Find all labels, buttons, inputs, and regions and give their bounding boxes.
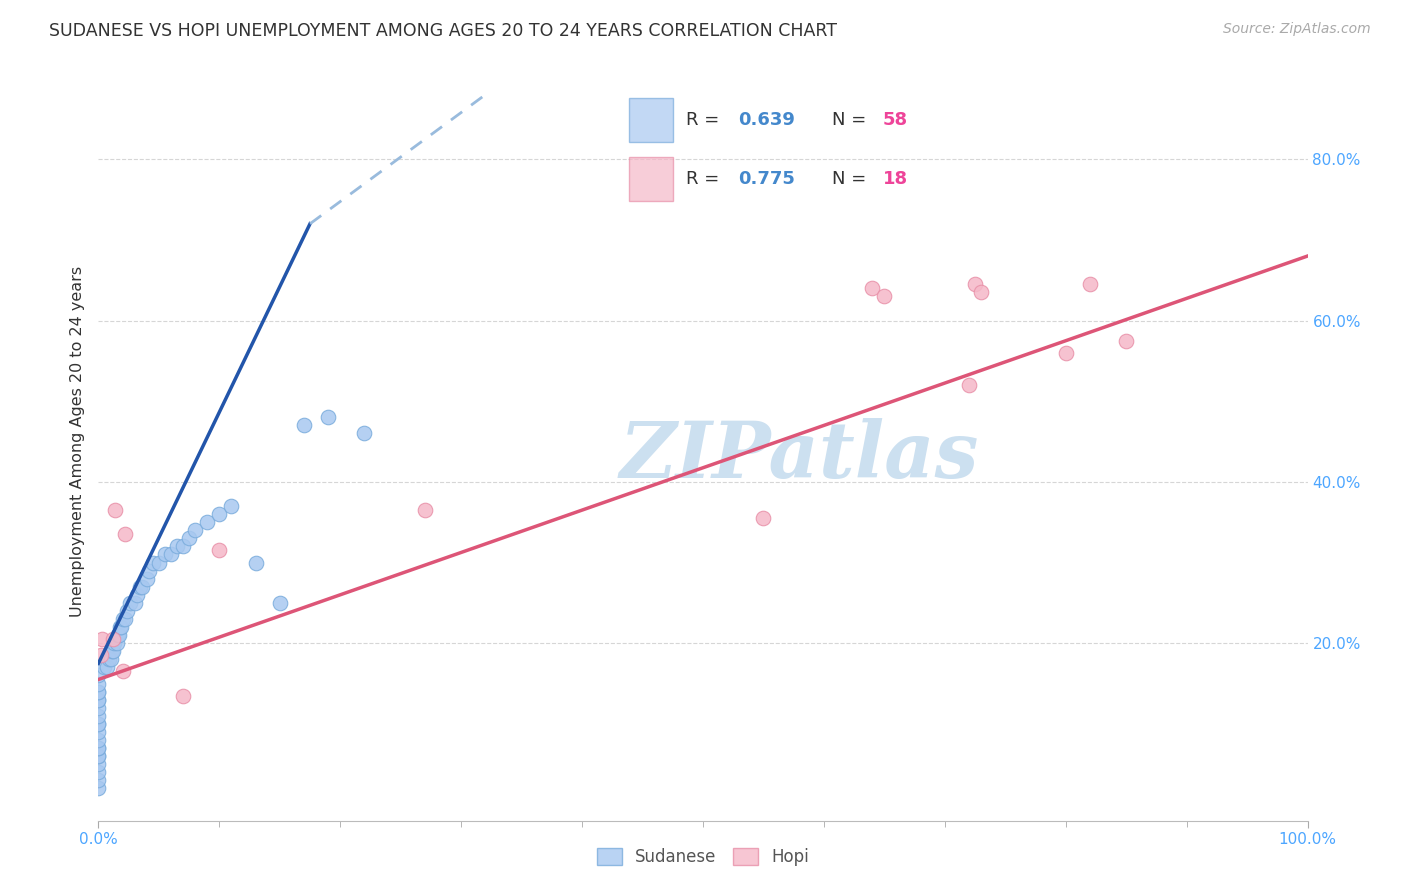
Point — [87, 733, 110, 747]
Point — [108, 620, 131, 634]
Point — [148, 556, 170, 570]
Point — [957, 378, 980, 392]
Point — [110, 620, 132, 634]
Point — [1078, 277, 1101, 292]
Point — [114, 612, 136, 626]
Point — [131, 580, 153, 594]
Point — [100, 644, 122, 658]
Point — [87, 749, 110, 764]
Point — [172, 540, 194, 554]
Y-axis label: Unemployment Among Ages 20 to 24 years: Unemployment Among Ages 20 to 24 years — [69, 266, 84, 617]
Point — [965, 277, 987, 292]
Point — [90, 648, 112, 663]
Point — [860, 281, 883, 295]
Point — [87, 781, 110, 796]
Point — [87, 700, 110, 714]
Point — [127, 588, 149, 602]
Point — [87, 765, 110, 780]
Point — [93, 660, 115, 674]
Point — [118, 596, 141, 610]
Point — [172, 689, 194, 703]
Point — [101, 632, 124, 647]
Point — [413, 503, 436, 517]
Point — [87, 773, 110, 788]
Point — [87, 757, 110, 772]
Point — [87, 684, 110, 698]
Point — [87, 716, 110, 731]
Point — [970, 285, 993, 300]
Point — [195, 515, 218, 529]
Point — [221, 499, 243, 513]
Point — [87, 708, 110, 723]
Text: ZIPatlas: ZIPatlas — [620, 418, 980, 495]
Point — [105, 636, 128, 650]
Point — [184, 523, 207, 537]
Point — [142, 556, 165, 570]
Point — [87, 692, 110, 706]
Point — [103, 636, 125, 650]
Point — [111, 665, 134, 679]
Point — [160, 548, 183, 562]
Point — [108, 628, 131, 642]
Point — [87, 741, 110, 756]
Point — [91, 632, 114, 647]
Point — [96, 660, 118, 674]
Point — [87, 749, 110, 764]
Point — [124, 596, 146, 610]
Text: Source: ZipAtlas.com: Source: ZipAtlas.com — [1223, 22, 1371, 37]
Point — [87, 684, 110, 698]
Point — [114, 527, 136, 541]
Point — [111, 612, 134, 626]
Point — [135, 572, 157, 586]
Point — [208, 543, 231, 558]
Point — [104, 503, 127, 517]
Point — [107, 628, 129, 642]
Point — [208, 507, 231, 521]
Point — [269, 596, 291, 610]
Point — [1054, 346, 1077, 360]
Point — [87, 741, 110, 756]
Point — [353, 426, 375, 441]
Point — [138, 564, 160, 578]
Point — [98, 652, 121, 666]
Point — [87, 716, 110, 731]
Point — [87, 668, 110, 682]
Point — [100, 652, 122, 666]
Point — [87, 725, 110, 739]
Point — [87, 692, 110, 706]
Point — [117, 604, 139, 618]
Point — [153, 548, 176, 562]
Point — [101, 644, 124, 658]
Text: SUDANESE VS HOPI UNEMPLOYMENT AMONG AGES 20 TO 24 YEARS CORRELATION CHART: SUDANESE VS HOPI UNEMPLOYMENT AMONG AGES… — [49, 22, 837, 40]
Legend: Sudanese, Hopi: Sudanese, Hopi — [591, 841, 815, 873]
Point — [245, 556, 267, 570]
Point — [752, 511, 775, 525]
Point — [873, 289, 896, 303]
Point — [316, 410, 339, 425]
Point — [1115, 334, 1137, 348]
Point — [292, 418, 315, 433]
Point — [179, 532, 201, 546]
Point — [87, 676, 110, 690]
Point — [166, 540, 188, 554]
Point — [128, 580, 150, 594]
